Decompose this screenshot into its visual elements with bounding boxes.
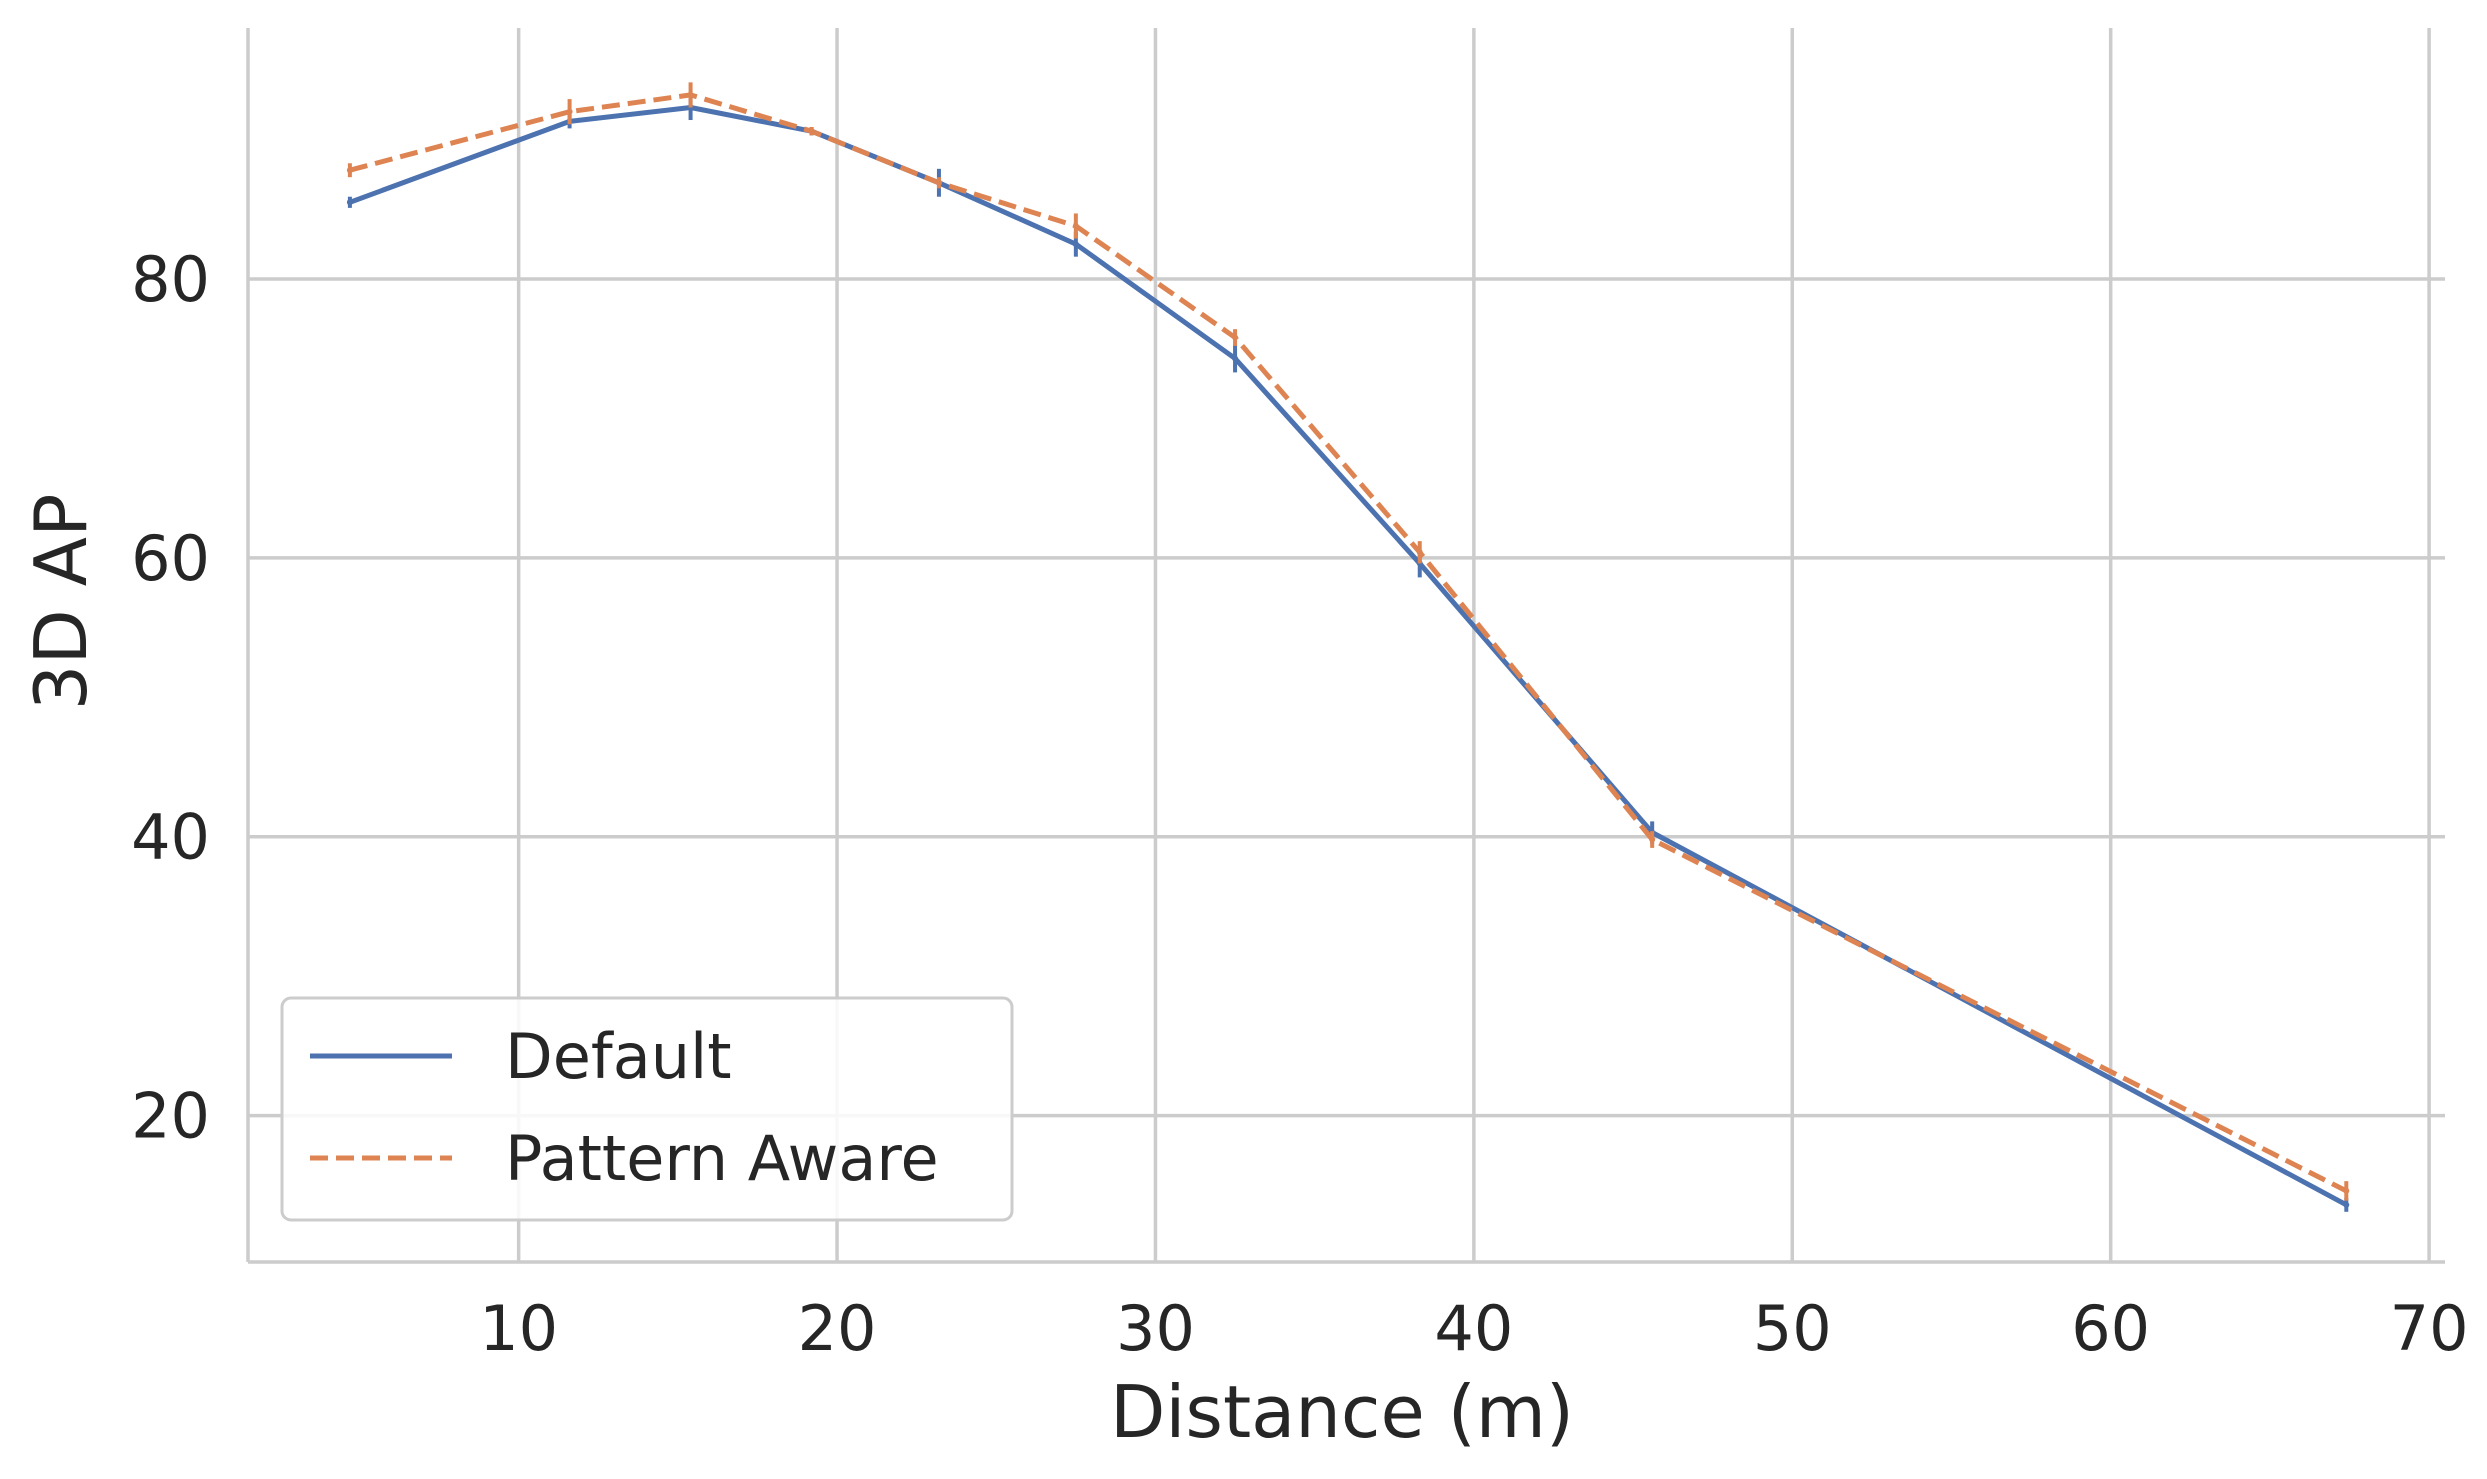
x-axis-label: Distance (m)	[1110, 1370, 1574, 1454]
x-tick-label: 40	[1434, 1292, 1513, 1365]
legend-frame	[280, 996, 1014, 1222]
data-point-default	[1232, 355, 1239, 362]
x-tick-labels: 10 20 30 40 50 60 70	[479, 1292, 2468, 1365]
data-point-default	[1072, 241, 1079, 248]
legend-label-default: Default	[505, 1020, 732, 1093]
grid	[248, 28, 2445, 1262]
x-tick-label: 50	[1753, 1292, 1832, 1365]
data-point-default	[346, 199, 353, 206]
x-tick-label: 30	[1116, 1292, 1195, 1365]
y-tick-label: 20	[131, 1080, 210, 1153]
data-point-pattern-aware	[346, 167, 353, 174]
x-tick-label: 70	[2390, 1292, 2469, 1365]
x-tick-label: 60	[2071, 1292, 2150, 1365]
data-point-pattern-aware	[1649, 836, 1656, 843]
legend: Default Pattern Aware	[280, 996, 1014, 1222]
y-axis-label: 3D AP	[19, 494, 103, 711]
data-point-pattern-aware	[808, 128, 815, 135]
y-tick-label: 40	[131, 801, 210, 874]
y-tick-labels: 20 40 60 80	[131, 243, 210, 1153]
data-point-default	[2343, 1201, 2350, 1208]
legend-label-pattern-aware: Pattern Aware	[505, 1122, 939, 1195]
data-point-pattern-aware	[687, 91, 694, 98]
data-point-pattern-aware	[2343, 1187, 2350, 1194]
x-tick-label: 20	[798, 1292, 877, 1365]
series-lines	[346, 82, 2350, 1212]
data-point-pattern-aware	[1416, 549, 1423, 556]
axes-spines	[246, 28, 2445, 1264]
y-tick-label: 80	[131, 243, 210, 316]
data-point-pattern-aware	[935, 179, 942, 186]
data-point-pattern-aware	[566, 108, 573, 115]
y-tick-label: 60	[131, 522, 210, 595]
data-point-pattern-aware	[1072, 222, 1079, 229]
x-tick-label: 10	[479, 1292, 558, 1365]
series-line-pattern-aware	[349, 92, 2348, 1194]
data-point-pattern-aware	[1232, 334, 1239, 341]
